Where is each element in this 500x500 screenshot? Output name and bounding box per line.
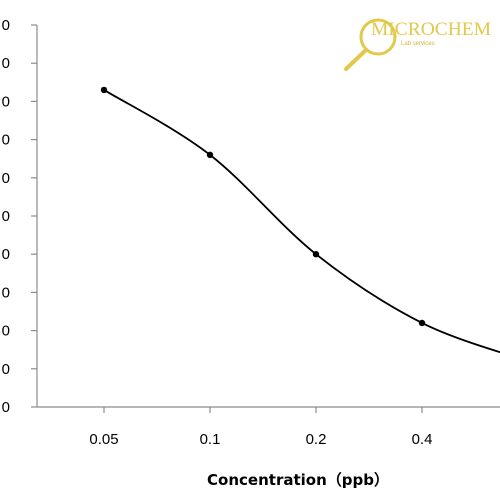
y-tick-label: 0 <box>2 246 10 263</box>
x-axis-title: Concentration（ppb） <box>207 471 389 489</box>
x-tick-label: 0.1 <box>200 431 221 448</box>
data-point <box>206 151 214 159</box>
y-tick-label: 0 <box>2 132 10 149</box>
microchem-logo: MICROCHEM Lab services <box>344 18 491 71</box>
y-tick-label: 0 <box>2 17 10 34</box>
y-tick-label: 0 <box>2 399 10 416</box>
x-tick-label: 0.4 <box>412 431 433 448</box>
y-tick-label: 0 <box>2 361 10 378</box>
y-tick-label: 0 <box>2 170 10 187</box>
data-point <box>312 251 320 258</box>
magnifier-handle-icon <box>344 48 368 71</box>
data-point <box>418 319 426 327</box>
x-ticks: 0.050.10.20.40.8 <box>89 407 433 448</box>
x-tick-label: 0.05 <box>89 431 118 448</box>
y-tick-label: 0 <box>2 323 10 340</box>
y-tick-label: 0 <box>2 55 10 72</box>
series-line <box>103 89 500 354</box>
series <box>100 86 500 354</box>
data-point <box>100 86 108 94</box>
y-tick-label: 0 <box>2 284 10 301</box>
y-tick-label: 0 <box>2 93 10 110</box>
magnifier-lens-icon <box>359 18 397 56</box>
y-tick-label: 0 <box>2 208 10 225</box>
y-ticks: 0 0 0 0 0 0 0 0 0 0 0 <box>2 17 37 416</box>
x-tick-label: 0.2 <box>306 431 327 448</box>
logo-tagline: Lab services <box>401 41 435 47</box>
logo-name: MICROCHEM <box>371 19 491 40</box>
